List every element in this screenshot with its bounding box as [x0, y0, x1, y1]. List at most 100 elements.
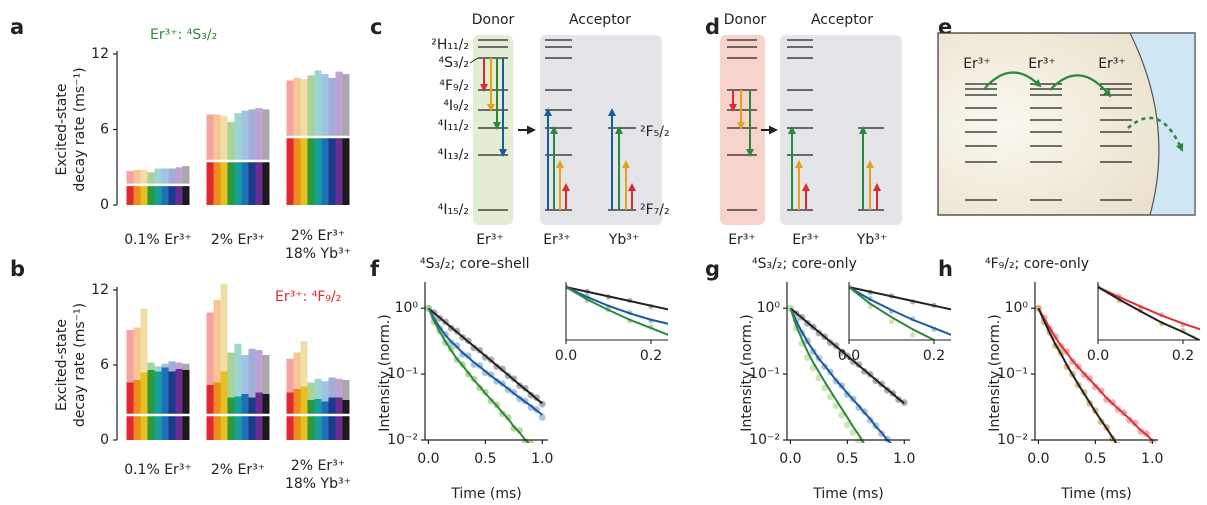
data-point — [872, 466, 879, 473]
bar-segment — [206, 160, 214, 205]
data-point — [884, 483, 891, 490]
y-axis-label: Intensity (norm.) — [739, 314, 755, 431]
bar-segment — [175, 167, 183, 185]
bar-segment — [182, 165, 190, 185]
annotation: Er³⁺: ⁴F₉/₂ — [275, 289, 341, 305]
data-point — [1144, 394, 1149, 399]
x-tick-label: 2% Er³⁺ — [291, 228, 345, 244]
y-tick-label: 0 — [100, 432, 109, 448]
bar-segment — [126, 184, 134, 205]
leader — [469, 57, 479, 64]
fit-line — [1098, 286, 1200, 340]
panel-letter: h — [938, 257, 953, 281]
solvent — [1129, 32, 1196, 216]
data-point — [946, 381, 951, 386]
data-point — [903, 373, 908, 378]
bar-segment — [335, 397, 343, 440]
y-tick-label: 12 — [91, 46, 109, 62]
bar-segment — [321, 401, 329, 440]
bar-segment — [248, 397, 256, 440]
y-tick-label: 0 — [100, 197, 109, 213]
x-tick-label: 0.5 — [474, 451, 496, 467]
bar-segment — [227, 352, 235, 398]
x-tick-label: 2% Er³⁺ — [211, 232, 265, 248]
y-axis-label: decay rate (ms⁻¹) — [72, 67, 88, 191]
data-point — [464, 352, 472, 360]
data-point — [776, 332, 781, 337]
data-point — [538, 414, 546, 421]
data-point — [691, 313, 696, 318]
bar-segment — [161, 168, 169, 185]
y-tick-label: 10⁻² — [387, 432, 418, 448]
data-point — [882, 353, 887, 358]
data-point — [903, 360, 908, 365]
bar-segment — [241, 393, 249, 440]
bar-segment — [307, 137, 315, 205]
bar-segment — [328, 77, 336, 138]
data-point — [967, 372, 972, 377]
x-tick-label: 2% Er³⁺ — [291, 458, 345, 474]
bar-segment — [220, 160, 228, 205]
data-point — [712, 316, 717, 321]
label: Acceptor — [811, 12, 873, 28]
data-point — [974, 341, 979, 346]
bar-segment — [314, 137, 322, 205]
plot-area — [1035, 304, 1156, 498]
bar-segment — [220, 115, 228, 161]
bar-segment — [241, 110, 249, 161]
data-point — [1138, 475, 1145, 482]
label: Acceptor — [569, 12, 631, 28]
data-point — [1186, 407, 1191, 412]
y-axis-label: Intensity (norm.) — [987, 314, 1003, 431]
data-point — [797, 375, 802, 380]
data-point — [1202, 327, 1207, 332]
data-point — [1149, 491, 1156, 498]
x-tick-label: 0.0 — [1027, 451, 1049, 467]
data-point — [1165, 399, 1170, 404]
bar-segment — [161, 184, 169, 205]
data-point — [888, 319, 895, 325]
label: Er³⁺ — [963, 56, 991, 72]
label: ⁴I₁₃/₂ — [438, 147, 469, 163]
bar-segment — [321, 74, 329, 138]
quenching — [1127, 116, 1184, 152]
bar-segment — [161, 363, 169, 368]
data-point — [1126, 458, 1133, 465]
bar-segment — [227, 160, 235, 205]
bar-segment — [175, 184, 183, 205]
x-axis-label: Time (ms) — [450, 486, 522, 502]
bar-segment — [248, 348, 256, 398]
label: c — [370, 15, 382, 39]
x-tick-label: 0.1% Er³⁺ — [124, 232, 192, 248]
panel-letter: g — [705, 257, 720, 281]
panel-title: ⁴F₉/₂; core-only — [985, 256, 1089, 272]
data-point — [867, 456, 874, 463]
panel-letter: b — [10, 257, 25, 281]
bar-segment — [206, 114, 214, 161]
x-tick-label: 0.5 — [836, 451, 858, 467]
x-tick-label: 0.0 — [417, 451, 439, 467]
data-point — [826, 393, 834, 401]
y-tick-label: 12 — [91, 282, 109, 298]
label: Er³⁺ — [1098, 56, 1126, 72]
bar-segment — [234, 343, 242, 397]
data-point — [670, 321, 675, 326]
panel-letter: f — [370, 257, 380, 281]
bar-segment — [248, 109, 256, 161]
bar-segment — [213, 114, 221, 161]
label: d — [705, 15, 720, 39]
bar-segment — [314, 378, 322, 399]
data-point — [967, 426, 972, 431]
data-point — [712, 349, 717, 354]
bar-segment — [182, 184, 190, 205]
bar-segment — [147, 362, 155, 370]
fit-line — [1037, 307, 1118, 443]
y-tick-label: 10⁰ — [1005, 300, 1029, 316]
data-point — [733, 354, 738, 359]
panel-title: ⁴S₃/₂; core-only — [752, 256, 857, 272]
data-point — [691, 339, 696, 344]
plot-area — [425, 304, 546, 443]
inset-x-tick-label: 0.2 — [1172, 348, 1194, 364]
data-point — [892, 442, 894, 443]
